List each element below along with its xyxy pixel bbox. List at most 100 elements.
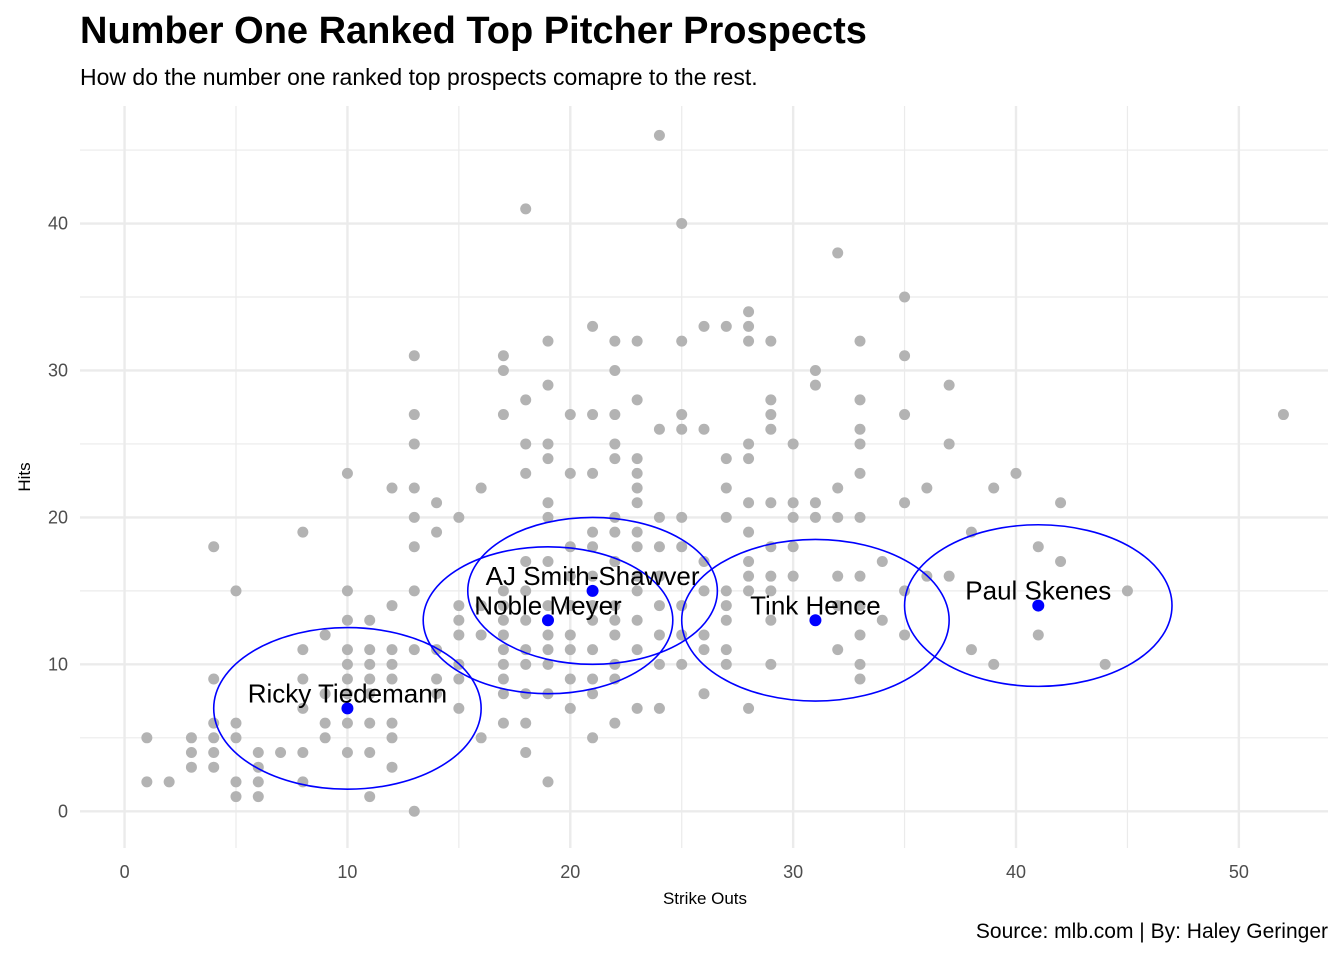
data-point (631, 453, 643, 465)
data-point (609, 717, 621, 729)
highlight-ellipses (212, 516, 1173, 791)
highlight-point (586, 584, 599, 597)
highlight-point (1032, 599, 1045, 612)
data-point (431, 497, 443, 509)
data-point (698, 423, 710, 435)
data-point (720, 320, 732, 332)
data-point (988, 482, 1000, 494)
data-point (988, 658, 1000, 670)
data-point (297, 673, 309, 685)
data-point (653, 129, 665, 141)
data-point (542, 511, 554, 523)
data-point (698, 320, 710, 332)
y-tick-label: 30 (48, 360, 68, 380)
data-point (542, 658, 554, 670)
data-point (854, 570, 866, 582)
data-point (341, 717, 353, 729)
data-point (341, 688, 353, 700)
data-point (899, 291, 911, 303)
data-point (230, 732, 242, 744)
data-point (386, 644, 398, 656)
data-point (208, 746, 220, 758)
data-point (497, 350, 509, 362)
data-point (787, 570, 799, 582)
data-point (542, 600, 554, 612)
data-point (698, 629, 710, 641)
data-point (319, 717, 331, 729)
data-point (854, 511, 866, 523)
data-point (809, 497, 821, 509)
data-point (743, 555, 755, 567)
data-point (921, 482, 933, 494)
data-point (854, 335, 866, 347)
data-point (587, 644, 599, 656)
data-point (520, 688, 532, 700)
source-caption: Source: mlb.com | By: Haley Geringer (975, 920, 1328, 943)
data-point (564, 644, 576, 656)
data-point (631, 585, 643, 597)
x-tick-label: 50 (1229, 862, 1249, 882)
data-point (341, 467, 353, 479)
player-label: Paul Skenes (965, 576, 1111, 606)
y-tick-label: 20 (48, 507, 68, 527)
data-point (497, 409, 509, 421)
data-point (453, 600, 465, 612)
data-point (832, 247, 844, 259)
data-point (520, 614, 532, 626)
data-point (609, 453, 621, 465)
data-point (587, 732, 599, 744)
data-point (319, 688, 331, 700)
data-point (408, 482, 420, 494)
data-point (542, 555, 554, 567)
data-point (497, 364, 509, 376)
data-point (765, 585, 777, 597)
data-point (341, 673, 353, 685)
data-point (587, 600, 599, 612)
data-point (520, 658, 532, 670)
data-point (542, 776, 554, 788)
data-point (631, 467, 643, 479)
highlight-point (809, 614, 822, 627)
data-point (497, 600, 509, 612)
data-point (653, 702, 665, 714)
x-axis-title: Strike Outs (663, 889, 747, 908)
data-point (609, 364, 621, 376)
data-point (832, 511, 844, 523)
data-point (653, 570, 665, 582)
data-point (364, 658, 376, 670)
highlight-ellipse (466, 516, 719, 666)
data-point (408, 585, 420, 597)
data-point (809, 379, 821, 391)
data-point (631, 335, 643, 347)
data-point (364, 673, 376, 685)
data-point (743, 585, 755, 597)
data-point (676, 409, 688, 421)
data-point (899, 350, 911, 362)
data-point (676, 335, 688, 347)
player-label: Tink Hence (750, 590, 881, 620)
data-point (676, 423, 688, 435)
data-point (1121, 585, 1133, 597)
data-point (408, 350, 420, 362)
data-point (185, 746, 197, 758)
data-point (653, 511, 665, 523)
data-point (676, 658, 688, 670)
data-point (609, 614, 621, 626)
data-point (653, 600, 665, 612)
data-point (230, 791, 242, 803)
data-point (653, 541, 665, 553)
data-point (809, 511, 821, 523)
data-point (453, 614, 465, 626)
data-point (743, 306, 755, 318)
data-point (787, 511, 799, 523)
data-point (252, 791, 264, 803)
data-point (542, 629, 554, 641)
data-point (475, 629, 487, 641)
data-point (631, 570, 643, 582)
player-label: Noble Meyer (474, 590, 622, 620)
data-point (1055, 497, 1067, 509)
data-point (364, 614, 376, 626)
data-point (943, 379, 955, 391)
data-point (832, 600, 844, 612)
data-point (587, 688, 599, 700)
